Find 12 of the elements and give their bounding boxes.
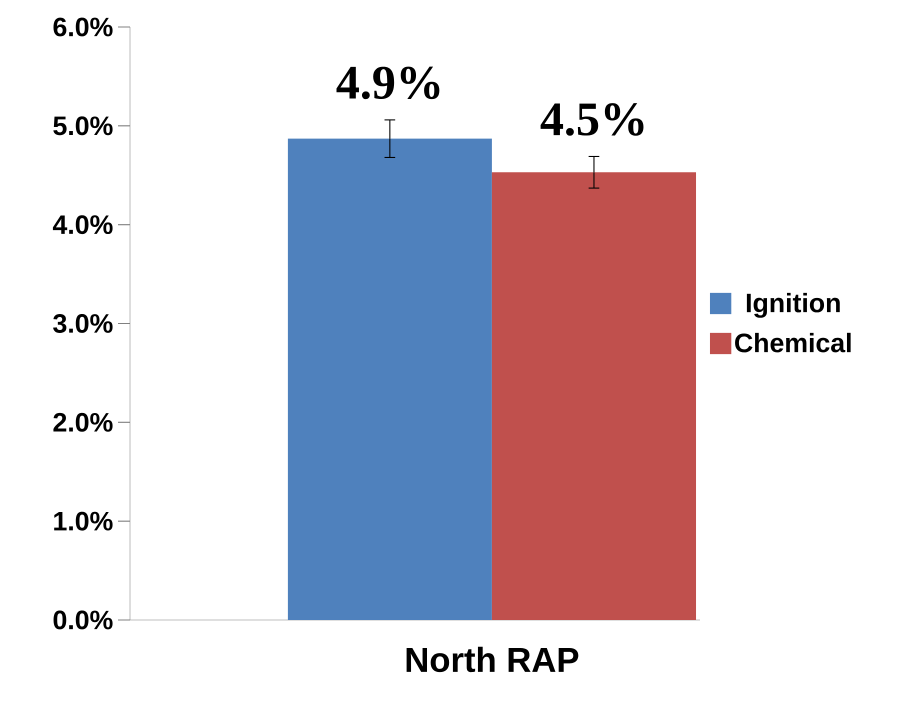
y-tick-label: 0.0% xyxy=(54,610,113,630)
y-tick-label: 4.0% xyxy=(52,215,113,234)
data-label: 4.9% xyxy=(336,66,440,100)
y-tick-label: 2.0% xyxy=(53,412,113,432)
data-label: 4.5% xyxy=(540,103,644,136)
y-tick-label: 1.0% xyxy=(54,512,113,531)
legend-label: Chemical xyxy=(735,332,851,352)
y-tick-label: 5.0% xyxy=(53,116,113,136)
legend-label: Ignition xyxy=(746,292,840,318)
x-tick-label: North RAP xyxy=(406,646,578,672)
y-tick-label: 6.0% xyxy=(53,18,113,36)
y-tick-label: 3.0% xyxy=(53,314,113,333)
